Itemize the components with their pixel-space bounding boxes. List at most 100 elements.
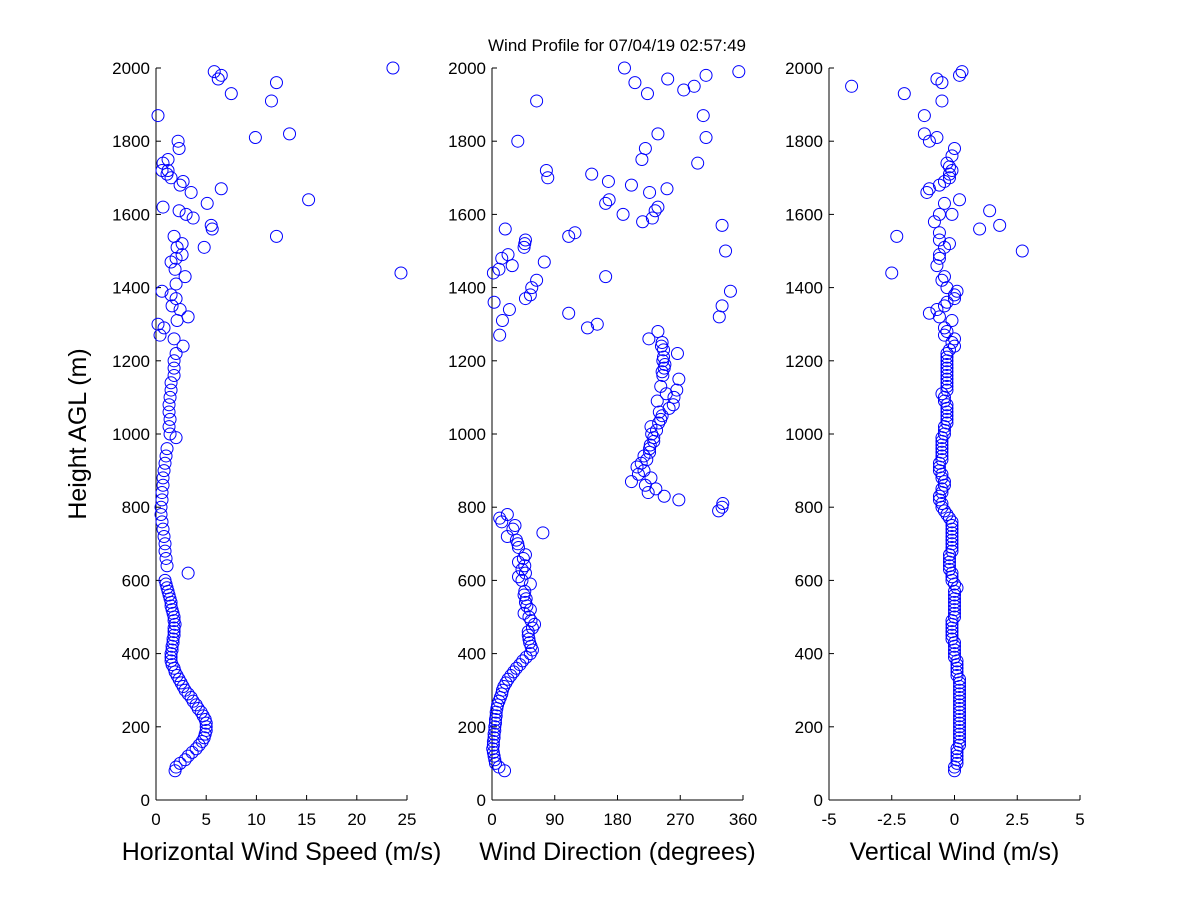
data-point	[505, 259, 519, 273]
data-point	[161, 163, 175, 177]
data-point	[164, 376, 178, 390]
data-point	[167, 368, 181, 382]
data-point	[953, 705, 967, 719]
data-point	[935, 273, 949, 287]
data-point	[158, 456, 172, 470]
data-point	[670, 346, 684, 360]
x-tick-label: 90	[545, 810, 564, 829]
y-tick-label: 600	[795, 571, 823, 590]
data-point	[568, 226, 582, 240]
data-point	[948, 588, 961, 602]
data-point	[932, 310, 946, 324]
data-point	[948, 647, 961, 661]
y-tick-label: 1800	[112, 132, 150, 151]
data-point	[185, 745, 199, 759]
data-point	[516, 654, 530, 668]
data-point	[930, 259, 944, 273]
data-point	[940, 295, 954, 309]
data-point	[585, 167, 599, 181]
data-point	[155, 284, 169, 298]
data-point	[651, 200, 665, 214]
x-tick-label: 25	[398, 810, 417, 829]
x-tick-label: 2.5	[1005, 810, 1029, 829]
y-tick-label: 1400	[112, 279, 150, 298]
data-point	[169, 760, 183, 774]
data-point	[487, 295, 501, 309]
data-point	[523, 603, 537, 617]
data-point	[940, 361, 954, 375]
data-point	[935, 449, 949, 463]
data-point	[643, 438, 657, 452]
data-point	[601, 174, 615, 188]
data-point	[662, 401, 676, 415]
data-point	[515, 573, 529, 587]
data-point	[940, 372, 954, 386]
data-point	[937, 328, 951, 342]
data-point	[650, 394, 664, 408]
data-point	[178, 753, 192, 767]
data-point	[648, 204, 662, 218]
data-point	[165, 299, 179, 313]
data-point	[950, 665, 964, 679]
data-point	[922, 134, 936, 148]
data-point	[537, 255, 551, 269]
data-point	[940, 325, 954, 339]
data-point	[508, 519, 522, 532]
data-point	[164, 654, 178, 668]
data-point	[940, 376, 954, 390]
data-point	[950, 669, 964, 683]
data-point	[590, 317, 604, 331]
data-point	[712, 310, 726, 324]
data-point	[948, 332, 961, 346]
x-tick-label: 0	[487, 810, 496, 829]
data-point	[518, 233, 532, 247]
y-tick-label: 1000	[785, 425, 823, 444]
data-point	[922, 182, 936, 196]
data-point	[181, 687, 195, 701]
data-point	[156, 471, 170, 485]
data-point	[179, 207, 193, 221]
data-point	[181, 749, 195, 763]
data-point	[269, 229, 283, 243]
data-point	[940, 350, 954, 364]
data-point	[643, 445, 657, 459]
data-point	[983, 204, 997, 218]
data-point	[658, 357, 672, 371]
data-point	[935, 442, 949, 456]
data-point	[624, 178, 638, 192]
data-point	[935, 497, 949, 511]
data-point	[955, 65, 969, 79]
data-point	[506, 522, 520, 536]
data-point	[302, 193, 316, 207]
data-point	[723, 284, 737, 298]
data-point	[942, 237, 956, 251]
data-point	[602, 193, 616, 207]
data-point	[945, 625, 959, 639]
data-point	[953, 734, 967, 748]
x-tick-label: 5	[201, 810, 210, 829]
data-point	[539, 163, 553, 177]
data-point	[169, 277, 183, 291]
data-point	[942, 511, 956, 525]
data-point	[917, 109, 931, 123]
data-point	[155, 486, 169, 500]
data-point	[166, 636, 180, 650]
y-axis-label: Height AGL (m)	[64, 348, 92, 519]
data-point	[164, 599, 178, 613]
y-tick-label: 1000	[112, 425, 150, 444]
data-point	[523, 577, 537, 591]
data-point	[191, 702, 205, 715]
data-point	[645, 427, 659, 441]
data-point	[940, 379, 954, 393]
data-point	[716, 497, 730, 511]
data-point	[666, 398, 680, 412]
data-point	[950, 581, 964, 595]
data-point	[845, 79, 859, 93]
data-point	[715, 299, 729, 313]
data-point	[172, 204, 186, 218]
data-point	[937, 504, 951, 518]
y-tick-label: 0	[141, 791, 150, 810]
data-point	[167, 354, 181, 368]
data-point	[945, 529, 959, 543]
